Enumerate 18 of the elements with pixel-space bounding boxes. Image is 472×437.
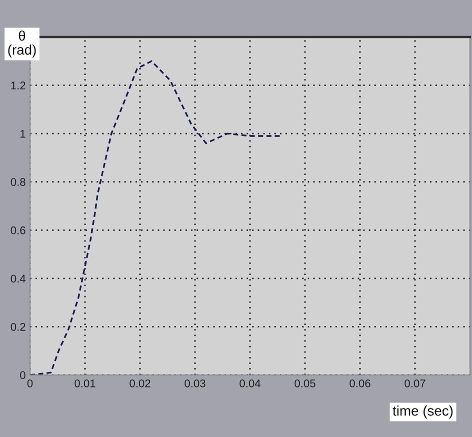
y-tick-label: 0.4 (10, 274, 26, 283)
y-tick-label: 1 (20, 130, 26, 138)
x-tick-label: 0.02 (130, 379, 150, 388)
x-tick-label: 0 (27, 379, 33, 388)
x-tick-label: 0.04 (240, 379, 260, 388)
line-series (30, 60, 282, 375)
y-tick-label: 0.2 (10, 322, 26, 331)
y-tick-label: 0.8 (10, 178, 26, 186)
x-tick-label: 0.07 (404, 379, 426, 388)
y-tick-label: 0.6 (10, 226, 26, 234)
y-tick-label: 1.2 (11, 82, 26, 90)
y-tick-label: 0 (20, 371, 26, 380)
x-axis-title: time (sec) (392, 406, 453, 418)
x-tick-label: 0.06 (350, 379, 370, 388)
x-tick-label: 0.05 (294, 379, 316, 388)
x-tick-label: 0.01 (74, 379, 96, 388)
x-tick-label: 0.03 (184, 379, 206, 388)
y-axis-title: θ (rad) (8, 30, 36, 58)
